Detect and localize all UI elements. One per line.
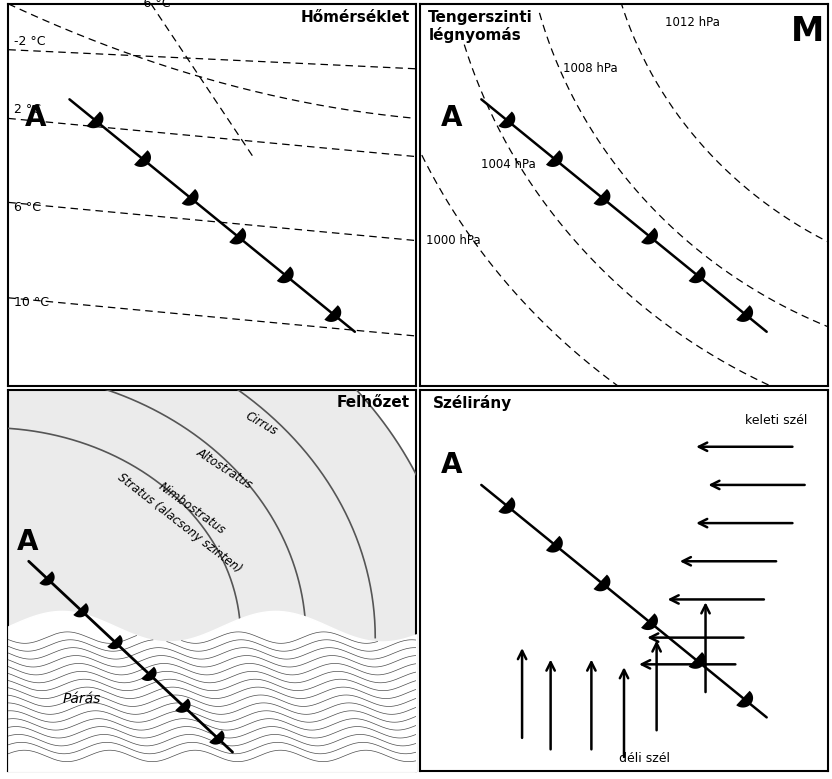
- Text: -2 °C: -2 °C: [14, 35, 46, 48]
- Text: Stratus (alacsony szinten): Stratus (alacsony szinten): [115, 471, 244, 576]
- Polygon shape: [736, 691, 753, 707]
- Text: Cirrus: Cirrus: [243, 410, 280, 439]
- Text: Nimbostratus: Nimbostratus: [156, 481, 228, 538]
- Text: A: A: [441, 104, 462, 132]
- Text: 6 °C: 6 °C: [14, 201, 42, 214]
- Polygon shape: [39, 571, 55, 586]
- Polygon shape: [498, 111, 515, 129]
- Polygon shape: [209, 730, 225, 745]
- Text: A: A: [17, 528, 38, 556]
- Polygon shape: [277, 266, 294, 284]
- Text: 1000 hPa: 1000 hPa: [426, 234, 481, 247]
- Polygon shape: [498, 497, 515, 514]
- Polygon shape: [0, 428, 240, 771]
- Text: M: M: [791, 16, 824, 48]
- Text: Tengerszinti
légnyomás: Tengerszinti légnyomás: [428, 9, 533, 43]
- Text: 10 °C: 10 °C: [14, 296, 49, 309]
- Text: 1008 hPa: 1008 hPa: [562, 62, 617, 76]
- Polygon shape: [689, 652, 706, 669]
- Text: 1012 hPa: 1012 hPa: [665, 16, 720, 30]
- Text: Felhőzet: Felhőzet: [337, 395, 410, 411]
- Polygon shape: [546, 150, 562, 167]
- Text: Altostratus: Altostratus: [194, 446, 255, 492]
- Polygon shape: [0, 371, 306, 771]
- Polygon shape: [689, 266, 706, 284]
- Text: 2 °C: 2 °C: [14, 104, 42, 117]
- Text: déli szél: déli szél: [619, 753, 670, 766]
- Text: -6 °C: -6 °C: [139, 0, 171, 9]
- Polygon shape: [641, 227, 658, 245]
- Polygon shape: [736, 305, 753, 322]
- Text: keleti szél: keleti szél: [745, 414, 807, 427]
- Polygon shape: [593, 575, 611, 591]
- Text: A: A: [441, 452, 462, 480]
- Polygon shape: [324, 305, 341, 322]
- Polygon shape: [141, 667, 156, 681]
- Polygon shape: [230, 227, 246, 245]
- Polygon shape: [73, 603, 89, 618]
- Polygon shape: [593, 189, 611, 206]
- Polygon shape: [134, 150, 151, 167]
- Polygon shape: [0, 237, 457, 771]
- Text: Szélirány: Szélirány: [433, 395, 512, 411]
- Polygon shape: [87, 111, 103, 129]
- Polygon shape: [0, 313, 375, 771]
- Text: 1004 hPa: 1004 hPa: [481, 157, 536, 171]
- Polygon shape: [641, 613, 658, 630]
- Polygon shape: [181, 189, 199, 206]
- Text: A: A: [25, 104, 46, 132]
- Polygon shape: [546, 536, 562, 552]
- Polygon shape: [107, 635, 122, 649]
- Text: Párás: Párás: [62, 692, 101, 706]
- Polygon shape: [176, 699, 191, 713]
- Text: Hőmérséklet: Hőmérséklet: [300, 9, 410, 25]
